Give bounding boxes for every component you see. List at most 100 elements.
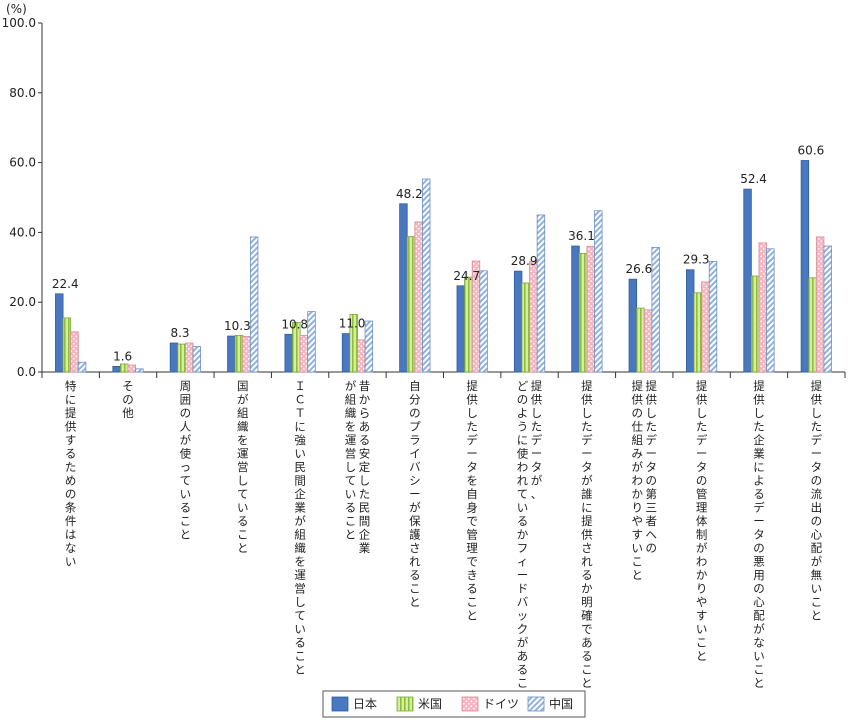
category-label: 特に提供するための条件はない bbox=[65, 379, 77, 569]
data-label: 11.0 bbox=[339, 317, 366, 331]
bar-4-8 bbox=[479, 270, 488, 373]
y-axis: 0.0 20.0 40.0 60.0 80.0 100.0 bbox=[2, 16, 43, 379]
bar-1-7 bbox=[399, 203, 408, 373]
data-label: 10.8 bbox=[281, 317, 308, 331]
data-label: 36.1 bbox=[568, 229, 595, 243]
x-axis bbox=[41, 371, 846, 378]
data-label: 24.7 bbox=[453, 269, 480, 283]
bar-1-2 bbox=[112, 366, 121, 373]
bar-2-3 bbox=[177, 343, 186, 373]
legend-swatch bbox=[527, 696, 545, 712]
data-labels: 22.4 1.6 8.3 10.3 10.8 11.0 48.2 24.7 28.9 36.1 26… bbox=[52, 144, 824, 364]
bar-3-14 bbox=[815, 236, 825, 373]
bar-4-5 bbox=[307, 311, 316, 373]
bar-4-13 bbox=[766, 248, 775, 373]
category-labels: 特に提供するための条件はない その他 周囲の人が使っていること 国が組織を運営している… bbox=[65, 379, 823, 704]
category-label: 周囲の人が使っていること bbox=[180, 379, 192, 542]
data-label: 26.6 bbox=[625, 262, 652, 276]
bar-3-1 bbox=[70, 331, 79, 373]
y-tick-label: 80.0 bbox=[9, 86, 36, 100]
bar-1-14 bbox=[800, 160, 810, 373]
bar-2-2 bbox=[120, 363, 129, 373]
bar-4-6 bbox=[364, 320, 374, 373]
data-label: 22.4 bbox=[52, 277, 79, 291]
category-label: 提供したデータが誰に提供されるか明確であること bbox=[581, 379, 593, 690]
data-label: 28.9 bbox=[511, 254, 538, 268]
bar-4-14 bbox=[823, 245, 832, 373]
bar-3-2 bbox=[127, 364, 137, 373]
bar-2-9 bbox=[521, 282, 530, 373]
category-label: 昔からある安定した民間企業が組織を運営していること bbox=[345, 379, 371, 555]
category-label: 提供したデータの流出の心配が無いこと bbox=[811, 379, 823, 623]
y-unit-label: (%) bbox=[6, 2, 27, 16]
category-label: 提供したデータが、どのように使われているかフィードバックがあること bbox=[517, 379, 543, 704]
bar-1-12 bbox=[686, 269, 695, 373]
bar-4-2 bbox=[135, 368, 144, 373]
y-tick-label: 60.0 bbox=[9, 156, 36, 170]
legend: 日本 米国 ドイツ 中国 bbox=[322, 690, 586, 718]
bar-2-1 bbox=[62, 317, 72, 373]
bar-4-9 bbox=[536, 214, 546, 373]
data-label: 8.3 bbox=[170, 326, 189, 340]
category-label: その他 bbox=[122, 379, 134, 420]
bar-2-7 bbox=[406, 236, 416, 373]
bar-1-10 bbox=[571, 245, 580, 373]
bar-2-11 bbox=[636, 307, 645, 373]
category-label: 提供したデータの管理体制がわかりやすいこと bbox=[696, 379, 708, 663]
category-label: 自分のプライバシーが保護されること bbox=[409, 379, 421, 609]
bar-2-8 bbox=[464, 276, 473, 373]
bar-1-5 bbox=[284, 333, 293, 373]
bar-3-10 bbox=[586, 245, 595, 373]
legend-label: 米国 bbox=[418, 697, 442, 711]
data-label: 60.6 bbox=[798, 144, 825, 158]
bar-3-12 bbox=[701, 281, 710, 373]
legend-swatch bbox=[396, 696, 414, 712]
bar-3-13 bbox=[758, 242, 767, 373]
bar-1-8 bbox=[456, 285, 465, 373]
bar-2-10 bbox=[578, 252, 588, 373]
legend-swatch bbox=[461, 696, 479, 712]
category-label: 提供したデータの第三者への提供の仕組みがわかりやすいこと bbox=[632, 379, 658, 582]
bar-1-11 bbox=[628, 278, 638, 373]
legend-label: 中国 bbox=[549, 696, 573, 711]
bar-4-7 bbox=[422, 178, 431, 373]
bar-1-13 bbox=[743, 188, 752, 373]
category-label: ＩＣＴに強い民間企業が組織を運営していること bbox=[294, 379, 306, 677]
y-tick-label: 100.0 bbox=[2, 16, 36, 30]
data-label: 29.3 bbox=[683, 253, 710, 267]
category-label: 提供した企業によるデータの悪用の心配がないこと bbox=[753, 379, 765, 690]
y-tick-label: 0.0 bbox=[17, 365, 36, 379]
legend-swatch bbox=[331, 696, 349, 712]
category-label: 国が組織を運営していること bbox=[237, 379, 249, 555]
data-label: 1.6 bbox=[113, 349, 132, 363]
bar-3-5 bbox=[299, 334, 309, 373]
bar-2-13 bbox=[750, 275, 760, 373]
y-tick-label: 40.0 bbox=[9, 225, 36, 239]
bar-1-3 bbox=[169, 342, 179, 373]
legend-label: ドイツ bbox=[483, 697, 519, 711]
bar-4-11 bbox=[651, 247, 660, 373]
bar-4-10 bbox=[594, 210, 603, 373]
bar-3-6 bbox=[357, 339, 366, 373]
bar-4-4 bbox=[249, 236, 259, 373]
legend-label: 日本 bbox=[353, 697, 377, 711]
bar-1-6 bbox=[341, 333, 351, 373]
bar-1-4 bbox=[227, 335, 236, 373]
bar-3-9 bbox=[529, 261, 538, 373]
bar-2-14 bbox=[808, 277, 817, 373]
data-label: 52.4 bbox=[740, 172, 767, 186]
bar-1-1 bbox=[55, 293, 64, 373]
bars bbox=[55, 160, 832, 373]
bar-3-11 bbox=[643, 309, 653, 373]
bar-3-7 bbox=[414, 221, 423, 373]
category-label: 提供したデータを自身で管理できること bbox=[466, 379, 478, 623]
bar-3-4 bbox=[242, 336, 251, 373]
data-label: 10.3 bbox=[224, 319, 251, 333]
y-tick-label: 20.0 bbox=[9, 295, 36, 309]
bar-2-4 bbox=[234, 334, 244, 373]
bar-2-12 bbox=[693, 292, 703, 373]
bar-4-12 bbox=[708, 260, 718, 373]
data-label: 48.2 bbox=[396, 187, 423, 201]
bar-4-3 bbox=[192, 346, 201, 373]
